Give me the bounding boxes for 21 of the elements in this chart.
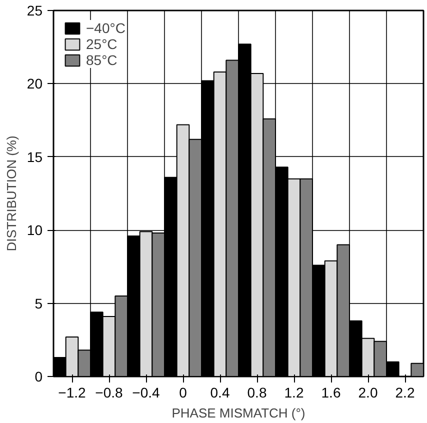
y-tick-label: 20	[26, 76, 43, 92]
x-tick-label: 2.2	[395, 384, 415, 400]
x-tick-label: 0	[179, 384, 188, 400]
x-tick-label: 1.2	[284, 384, 304, 400]
x-tick-label: −0.4	[132, 384, 160, 400]
y-tick-label: 5	[34, 295, 43, 312]
y-axis-title: DISTRIBUTION (%)	[4, 136, 19, 252]
legend-label: 25°C	[86, 36, 118, 52]
y-tick-label: 25	[26, 2, 43, 18]
y-tick-label: 0	[34, 368, 43, 384]
x-tick-label: 2.0	[358, 384, 378, 400]
x-tick-label: 0.4	[210, 384, 230, 400]
x-tick-label: −1.2	[58, 384, 86, 400]
x-tick-label: 1.6	[321, 384, 341, 400]
legend-label: −40°C	[86, 20, 126, 36]
x-tick-label: −0.8	[95, 384, 124, 400]
y-tick-label: 10	[26, 222, 43, 238]
legend-label: 85°C	[86, 52, 118, 68]
x-tick-label: 0.8	[247, 384, 267, 400]
x-axis-title: PHASE MISMATCH (°)	[172, 406, 306, 420]
y-tick-label: 15	[26, 148, 43, 165]
